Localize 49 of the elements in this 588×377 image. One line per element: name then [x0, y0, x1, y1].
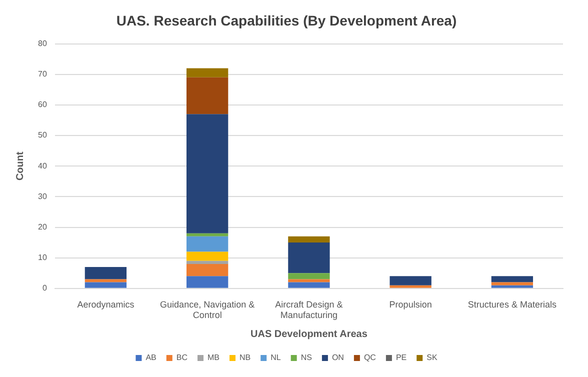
bar [491, 282, 534, 286]
y-tick-label: 80 [38, 39, 48, 48]
legend-label: NS [300, 353, 312, 362]
bar [288, 279, 330, 282]
bar [288, 273, 330, 280]
bar [186, 260, 228, 264]
y-tick-label: 70 [38, 70, 48, 79]
x-tick-label: Aerodynamics [77, 299, 135, 310]
bar [186, 77, 228, 114]
legend-label: BC [176, 353, 188, 362]
legend-label: PE [396, 353, 407, 362]
y-tick-label: 30 [38, 192, 48, 201]
x-tick-label: Aircraft Design & Manufacturing [275, 299, 343, 320]
legend-label: NB [239, 353, 251, 362]
bar [288, 282, 330, 288]
bar [186, 264, 228, 276]
bar [186, 68, 228, 78]
legend-label: QC [364, 353, 376, 362]
y-tick-label: 20 [38, 222, 48, 232]
bar [491, 276, 534, 282]
y-tick-label: 40 [38, 161, 48, 170]
bar [390, 285, 432, 288]
bar [288, 242, 330, 274]
legend-label: MB [207, 353, 220, 362]
y-tick-label: 0 [42, 284, 48, 293]
bar [186, 236, 228, 252]
x-tick-label: Structures & Materials [468, 299, 557, 310]
bar [390, 276, 432, 286]
y-tick-label: 60 [38, 100, 48, 110]
bar [186, 114, 228, 234]
legend-label: SK [426, 353, 438, 362]
chart-title: UAS. Research Capabilities (By Development Area) [116, 12, 457, 28]
x-tick-label: Guidance, Navigation & Control [160, 299, 255, 320]
x-tick-label: Propulsion [389, 299, 432, 310]
x-axis-title: UAS Development Areas [250, 328, 368, 340]
bar [186, 276, 228, 288]
y-tick-label: 10 [38, 253, 48, 262]
bar [84, 279, 127, 282]
bar [84, 282, 127, 288]
legend-label: ON [332, 353, 344, 362]
legend-label: AB [146, 353, 156, 362]
bar [84, 267, 127, 280]
legend-label: NL [270, 353, 282, 362]
y-axis-title: Count [14, 151, 26, 181]
bar [288, 236, 330, 243]
bar [491, 285, 534, 288]
bar [186, 252, 228, 261]
bar [186, 233, 228, 236]
y-tick-label: 50 [38, 130, 48, 140]
